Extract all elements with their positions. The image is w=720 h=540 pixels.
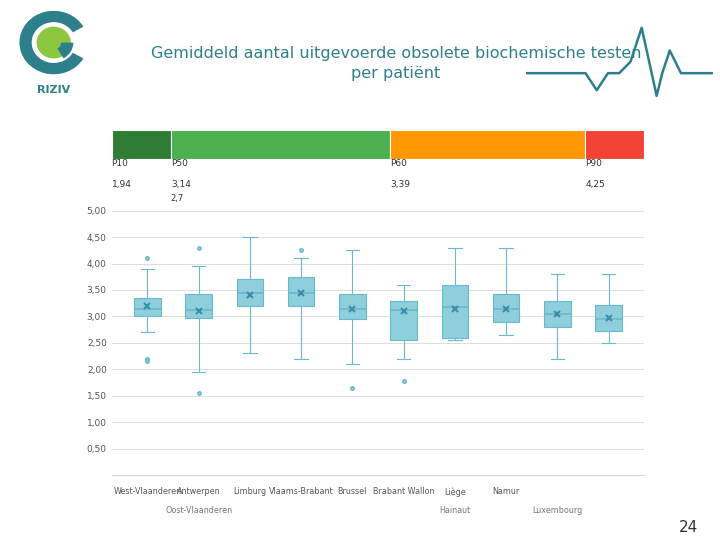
Text: P60: P60	[390, 159, 407, 168]
Text: 3,39: 3,39	[390, 180, 410, 189]
Text: P90: P90	[585, 159, 602, 168]
Text: Limburg: Limburg	[233, 487, 266, 496]
Bar	[112, 130, 171, 159]
Text: Antwerpen: Antwerpen	[177, 487, 220, 496]
Text: Namur: Namur	[492, 487, 520, 496]
Text: RIZIV: RIZIV	[37, 85, 71, 95]
Bar	[585, 130, 644, 159]
Text: Brussel: Brussel	[338, 487, 367, 496]
Text: 2,7: 2,7	[171, 194, 184, 203]
PathPatch shape	[441, 285, 468, 338]
Text: P50: P50	[171, 159, 188, 168]
PathPatch shape	[237, 279, 264, 306]
PathPatch shape	[288, 276, 315, 306]
Text: West-Vlaanderen: West-Vlaanderen	[113, 487, 181, 496]
Text: Brabant Wallon: Brabant Wallon	[373, 487, 434, 496]
Wedge shape	[58, 43, 73, 58]
Text: Luxembourg: Luxembourg	[532, 505, 582, 515]
Text: 3,14: 3,14	[171, 180, 191, 189]
Text: Liège: Liège	[444, 487, 466, 497]
Text: Hainaut: Hainaut	[439, 505, 470, 515]
PathPatch shape	[544, 301, 571, 327]
Bar	[171, 130, 390, 159]
Text: Vlaams-Brabant: Vlaams-Brabant	[269, 487, 333, 496]
Wedge shape	[19, 11, 84, 75]
PathPatch shape	[185, 294, 212, 318]
Text: 24: 24	[679, 519, 698, 535]
PathPatch shape	[492, 294, 519, 322]
Text: 1,94: 1,94	[112, 180, 132, 189]
PathPatch shape	[339, 294, 366, 319]
Text: P10: P10	[112, 159, 128, 168]
Circle shape	[37, 26, 71, 58]
PathPatch shape	[390, 301, 417, 340]
Bar	[390, 130, 585, 159]
Text: Oost-Vlaanderen: Oost-Vlaanderen	[165, 505, 233, 515]
Text: Gemiddeld aantal uitgevoerde obsolete biochemische testen
per patiënt: Gemiddeld aantal uitgevoerde obsolete bi…	[150, 46, 642, 80]
PathPatch shape	[134, 298, 161, 316]
Text: 4,25: 4,25	[585, 180, 605, 189]
PathPatch shape	[595, 305, 622, 330]
